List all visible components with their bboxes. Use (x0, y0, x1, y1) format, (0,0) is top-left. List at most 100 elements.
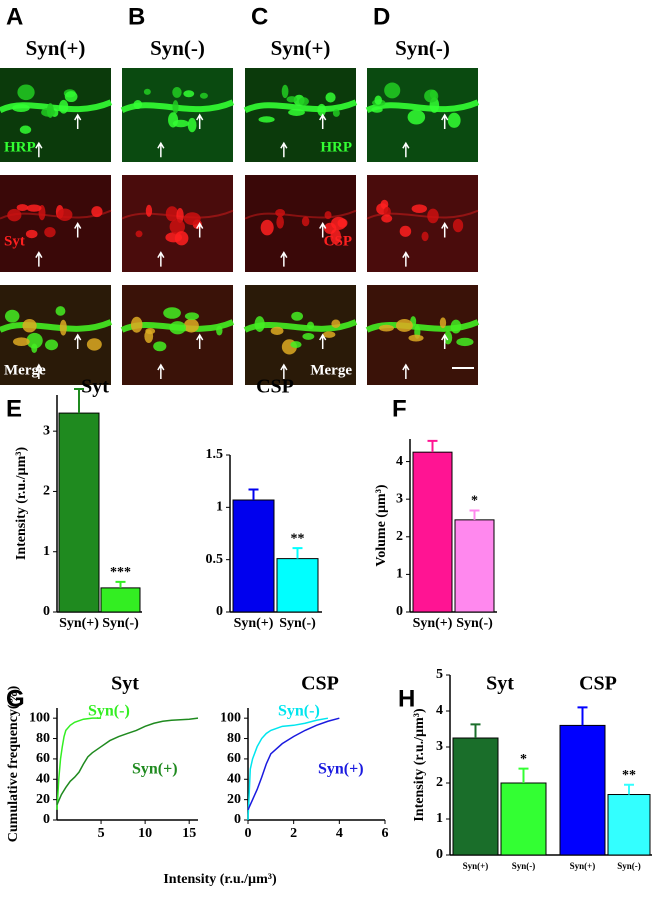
bouton (168, 112, 179, 128)
group-title: Syt (486, 673, 514, 695)
series-label: Syn(+) (132, 761, 178, 778)
bouton (324, 222, 337, 235)
bouton (302, 332, 315, 340)
bouton (26, 332, 43, 349)
bouton (153, 341, 167, 352)
y-tick-label: 40 (36, 771, 50, 786)
bouton (44, 226, 56, 238)
bouton (86, 338, 102, 351)
micrograph (122, 285, 233, 385)
structures (120, 86, 235, 133)
bouton (135, 230, 143, 238)
bouton (439, 317, 447, 329)
bouton (301, 216, 310, 227)
chart-title: Syt (111, 673, 139, 695)
y-tick-label: 3 (396, 491, 403, 506)
x-tick-label: Syn(+) (234, 616, 274, 631)
structures (365, 82, 480, 128)
bouton (260, 219, 274, 236)
x-tick-label: 2 (290, 826, 297, 841)
bouton (332, 109, 340, 117)
bouton (258, 116, 275, 123)
bouton (13, 337, 30, 347)
micrograph (122, 68, 233, 162)
arrow (74, 113, 82, 129)
bouton (380, 199, 389, 210)
bouton (286, 96, 298, 103)
bouton (172, 86, 182, 98)
bouton (288, 108, 305, 116)
bar (412, 451, 453, 613)
y-tick-label: 1 (43, 544, 50, 559)
arrow (74, 333, 82, 349)
error-bar (577, 706, 588, 726)
cdf-line (56, 717, 102, 810)
arrow (280, 363, 288, 379)
structures (366, 199, 479, 242)
y-tick-label: 60 (227, 751, 241, 766)
bouton (12, 104, 30, 113)
significance: ** (291, 531, 305, 546)
y-tick-label: 0 (234, 812, 241, 827)
y-tick-label: 20 (227, 792, 241, 807)
error-bar (518, 767, 529, 783)
column-heading: Syn(-) (150, 36, 205, 60)
arrow (74, 222, 82, 238)
bouton (57, 208, 73, 221)
chart-title: Syt (81, 376, 109, 398)
bouton (378, 324, 394, 332)
bouton (17, 84, 35, 101)
bouton (399, 225, 412, 237)
significance: ** (622, 768, 636, 783)
error-bar (248, 488, 259, 501)
arrow (441, 222, 449, 238)
arrow (157, 251, 165, 267)
bouton (7, 208, 22, 222)
bouton (421, 231, 429, 242)
bouton (450, 319, 462, 334)
bouton (183, 90, 195, 98)
structures (0, 306, 113, 354)
y-tick-label: 100 (29, 710, 50, 725)
error-bar (427, 439, 438, 453)
x-tick-label: 6 (382, 826, 389, 841)
bouton (371, 106, 383, 113)
bar (58, 412, 100, 613)
arrow (280, 141, 288, 158)
channel-label: HRP (320, 139, 352, 155)
x-tick-label: Syn(+) (59, 616, 99, 631)
bouton (187, 117, 197, 133)
x-tick-label: Syn(+) (463, 861, 489, 871)
y-tick-label: 20 (36, 792, 50, 807)
y-tick-label: 80 (36, 731, 50, 746)
bouton (183, 318, 199, 333)
bouton (64, 91, 78, 103)
x-tick-label: Syn(-) (456, 616, 493, 631)
bouton (25, 229, 38, 239)
bar (232, 499, 275, 613)
arrow (319, 333, 327, 349)
micrograph (0, 175, 111, 272)
y-tick-label: 40 (227, 771, 241, 786)
y-tick-label: 0 (436, 847, 443, 862)
bouton (183, 212, 201, 225)
bouton (374, 95, 382, 105)
arrow (319, 113, 327, 129)
bouton (381, 214, 393, 223)
x-tick-label: Syn(-) (279, 616, 316, 631)
arrow (196, 113, 204, 129)
bouton (22, 319, 37, 333)
axon (0, 319, 113, 333)
bouton (59, 319, 67, 336)
bouton (172, 100, 179, 114)
arrow (35, 141, 43, 158)
bar (276, 558, 319, 613)
arrow (157, 363, 165, 379)
bar (500, 782, 547, 856)
structures (120, 307, 235, 352)
bouton (447, 112, 461, 128)
error-bar (470, 723, 481, 738)
bouton (325, 92, 336, 103)
y-axis-label: Volume (µm³) (374, 484, 389, 566)
bouton (424, 89, 439, 103)
